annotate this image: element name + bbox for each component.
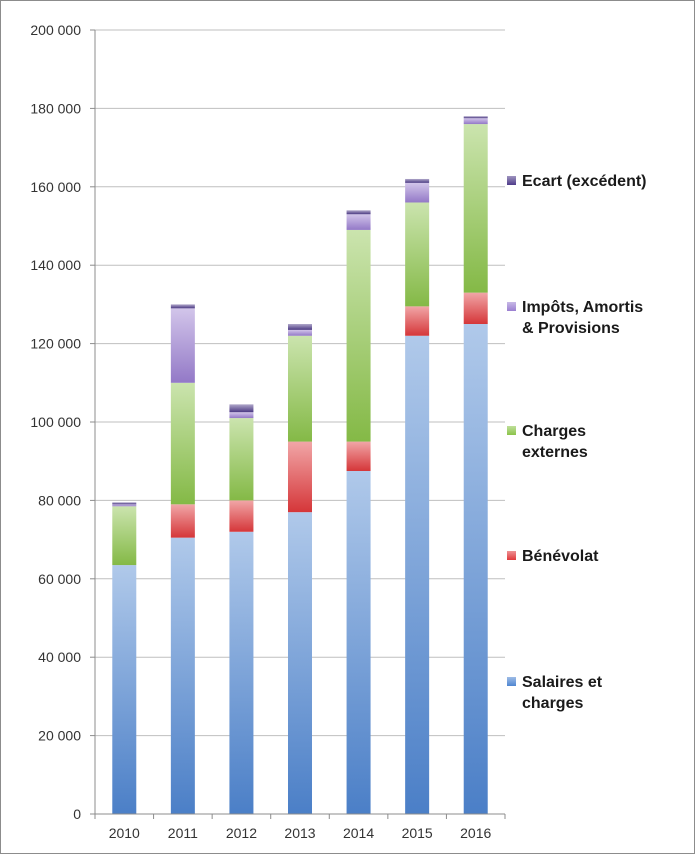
bar-segment bbox=[463, 324, 488, 814]
bar-segment bbox=[170, 308, 195, 383]
bar-segment bbox=[405, 182, 430, 203]
x-tick-label: 2013 bbox=[284, 825, 315, 841]
bar-segment bbox=[346, 214, 371, 230]
y-tick-label: 40 000 bbox=[38, 649, 81, 665]
bar-segment bbox=[405, 306, 430, 336]
bar-segment bbox=[229, 500, 254, 532]
legend-label: Impôts, Amortis & Provisions bbox=[522, 299, 644, 337]
y-tick-label: 60 000 bbox=[38, 571, 81, 587]
bar-segment bbox=[112, 504, 137, 507]
bar-segment bbox=[346, 229, 371, 442]
bar-segment bbox=[288, 512, 312, 814]
y-tick-label: 120 000 bbox=[30, 336, 81, 352]
legend-label: Bénévolat bbox=[522, 548, 599, 565]
gridlines bbox=[95, 29, 505, 737]
legend-label: Charges externes bbox=[522, 423, 588, 461]
x-tick-label: 2011 bbox=[168, 825, 198, 841]
x-tick-label: 2015 bbox=[402, 825, 433, 841]
legend-item: Bénévolat bbox=[507, 546, 695, 567]
legend-swatch bbox=[507, 677, 516, 686]
axes bbox=[90, 29, 506, 819]
y-tick-label: 180 000 bbox=[30, 100, 81, 116]
x-tick-label: 2012 bbox=[226, 825, 257, 841]
bar-segment bbox=[170, 304, 195, 309]
bar-segment bbox=[288, 441, 312, 513]
y-tick-label: 200 000 bbox=[30, 22, 81, 38]
y-tick-label: 80 000 bbox=[38, 492, 81, 508]
legend-item: Charges externes bbox=[507, 421, 695, 463]
bar-segment bbox=[229, 412, 254, 419]
bar-segment bbox=[229, 418, 254, 501]
bar-segment bbox=[463, 292, 488, 324]
bar-segment bbox=[288, 329, 312, 336]
bar-segment bbox=[170, 504, 195, 538]
bar-segment bbox=[112, 502, 137, 505]
legend-item: Salaires et charges bbox=[507, 672, 695, 714]
bar-segment bbox=[288, 324, 312, 330]
legend-swatch bbox=[507, 176, 516, 185]
y-tick-label: 0 bbox=[73, 806, 81, 822]
legend-swatch bbox=[507, 426, 516, 435]
y-tick-label: 140 000 bbox=[30, 257, 81, 273]
bar-segment bbox=[288, 335, 312, 442]
bar-segment bbox=[463, 118, 488, 125]
bar-segment bbox=[405, 178, 430, 183]
bar-segment bbox=[229, 404, 254, 413]
bar-segment bbox=[346, 441, 371, 471]
bar-segment bbox=[170, 537, 195, 814]
bar-segment bbox=[405, 335, 430, 814]
y-tick-label: 160 000 bbox=[30, 179, 81, 195]
bar-segment bbox=[170, 382, 195, 505]
bar-segment bbox=[112, 506, 137, 566]
y-tick-labels: 0 20 000 40 000 60 000 80 000 100 000 120 000 1… bbox=[30, 22, 81, 822]
x-tick-labels: 2010 2011 2012 2013 2014 2015 2016 bbox=[109, 825, 492, 841]
legend-swatch bbox=[507, 302, 516, 311]
bar-segment bbox=[346, 210, 371, 215]
bar-segment bbox=[346, 471, 371, 814]
bar-segment bbox=[229, 531, 254, 814]
legend-swatch bbox=[507, 551, 516, 560]
y-tick-label: 100 000 bbox=[30, 414, 81, 430]
bar-segment bbox=[463, 124, 488, 293]
bar-segment bbox=[463, 116, 488, 119]
x-tick-label: 2010 bbox=[109, 825, 140, 841]
x-tick-label: 2016 bbox=[460, 825, 491, 841]
legend-label: Ecart (excédent) bbox=[522, 173, 647, 190]
y-tick-label: 20 000 bbox=[38, 728, 81, 744]
bar-segment bbox=[405, 202, 430, 307]
bar-segment bbox=[112, 565, 137, 814]
bars bbox=[112, 116, 488, 814]
legend-label: Salaires et charges bbox=[522, 674, 603, 712]
legend-item: Impôts, Amortis & Provisions bbox=[507, 297, 695, 339]
x-tick-label: 2014 bbox=[343, 825, 374, 841]
legend-item: Ecart (excédent) bbox=[507, 171, 695, 192]
